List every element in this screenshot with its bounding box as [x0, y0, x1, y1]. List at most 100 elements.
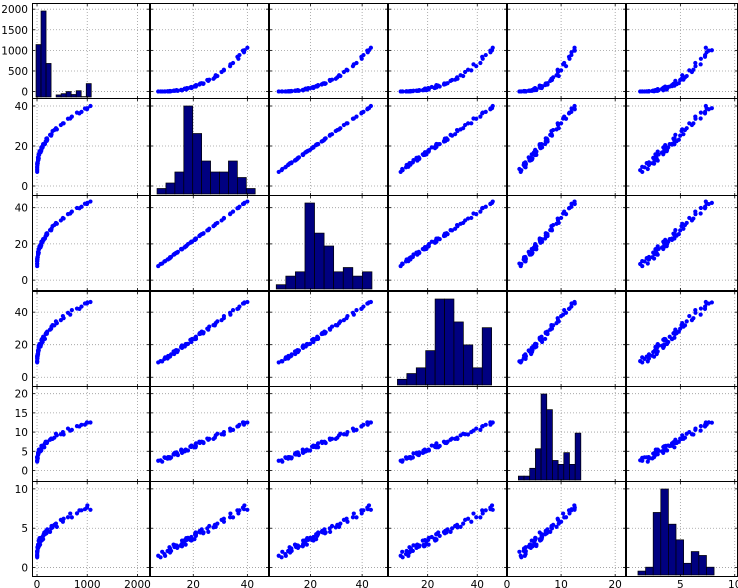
scatter-point	[322, 137, 327, 142]
scatter-point	[465, 67, 471, 72]
scatter-point	[454, 75, 460, 80]
scatter-point	[173, 88, 179, 93]
panel-r6-c6	[626, 481, 738, 577]
scatter-point	[478, 427, 483, 432]
scatter-point	[158, 359, 163, 364]
scatter-point	[338, 431, 343, 436]
histogram-bar	[237, 177, 247, 195]
scatter-point	[461, 521, 466, 526]
scatter-point	[65, 310, 71, 315]
scatter-point	[562, 307, 567, 313]
panel-r6-c4	[388, 481, 507, 577]
scatter-point	[329, 523, 335, 529]
histogram-bar	[70, 94, 77, 98]
scatter-point	[653, 250, 658, 256]
histogram-bar	[295, 271, 306, 290]
scatter-point	[221, 215, 227, 221]
scatter-point	[698, 116, 703, 121]
scatter-point	[561, 511, 566, 516]
panel-r1-c6	[626, 3, 738, 99]
scatter-point	[445, 439, 450, 444]
scatter-point	[693, 114, 698, 119]
scatter-point	[537, 537, 542, 542]
histogram-bar	[569, 464, 576, 481]
scatter-point	[167, 455, 173, 460]
panel-r4-c5	[507, 291, 626, 387]
scatter-point	[684, 73, 689, 79]
scatter-point	[532, 86, 538, 91]
scatter-point	[703, 45, 708, 50]
scatter-point	[556, 73, 561, 79]
scatter-point	[338, 126, 343, 131]
scatter-point	[691, 67, 696, 72]
scatter-point	[698, 205, 704, 211]
scatter-point	[65, 116, 71, 121]
panel-frame	[32, 481, 150, 577]
scatter-point	[400, 549, 405, 554]
scatter-point	[551, 75, 556, 80]
scatter-point	[638, 359, 643, 364]
scatter-point	[426, 537, 431, 542]
scatter-point	[698, 428, 703, 433]
scatter-point	[698, 56, 704, 61]
scatter-point	[672, 440, 677, 446]
scatter-point	[295, 156, 300, 161]
scatter-point	[461, 431, 466, 436]
scatter-point	[663, 143, 668, 148]
panel-r2-c5	[507, 98, 626, 196]
scatter-point	[655, 86, 660, 92]
scatter-point	[227, 310, 233, 315]
scatter-point	[236, 56, 241, 61]
scatter-point	[480, 56, 485, 61]
scatter-point	[79, 304, 84, 309]
scatter-point	[469, 68, 474, 73]
scatter-point	[84, 107, 90, 112]
scatter-point	[35, 553, 40, 558]
histogram-bar	[425, 350, 436, 386]
scatter-point	[306, 342, 311, 347]
scatter-point	[192, 336, 197, 342]
scatter-point	[329, 132, 335, 137]
scatter-point	[283, 553, 288, 558]
scatter-point	[687, 121, 692, 126]
scatter-point	[345, 429, 350, 435]
scatter-point	[280, 549, 285, 554]
x-tick-label: 5	[677, 579, 684, 588]
scatter-point	[687, 313, 692, 319]
panel-frame	[269, 195, 388, 291]
histogram-bar	[574, 432, 582, 481]
scatter-point	[215, 220, 220, 226]
scatter-point	[301, 152, 306, 157]
scatter-point	[49, 132, 54, 137]
scatter-point	[453, 132, 458, 137]
panel-r4-c4	[388, 291, 507, 387]
scatter-point	[551, 323, 556, 328]
scatter-point	[407, 161, 412, 166]
scatter-point	[555, 516, 560, 521]
panel-background	[150, 386, 269, 482]
y-tick-label: 15	[15, 408, 28, 420]
scatter-point	[245, 299, 250, 305]
panel-r1-c3	[269, 3, 388, 99]
scatter-point	[461, 220, 466, 226]
panel-background	[626, 3, 738, 99]
scatter-point	[567, 110, 572, 115]
scatter-point	[655, 341, 660, 347]
panel-background	[507, 481, 626, 577]
histogram-bar	[174, 171, 185, 195]
scatter-point	[88, 103, 93, 109]
scatter-point	[478, 60, 483, 66]
scatter-point	[345, 313, 350, 319]
scatter-point	[519, 261, 524, 267]
histogram-bar	[397, 378, 408, 386]
scatter-point	[453, 226, 458, 231]
scatter-point	[426, 542, 431, 547]
scatter-point	[644, 89, 649, 94]
scatter-point	[555, 216, 560, 221]
scatter-point	[74, 511, 80, 516]
scatter-point	[279, 168, 284, 173]
histogram-bar	[453, 321, 464, 386]
histogram-bar	[156, 188, 167, 195]
scatter-point	[365, 48, 370, 53]
